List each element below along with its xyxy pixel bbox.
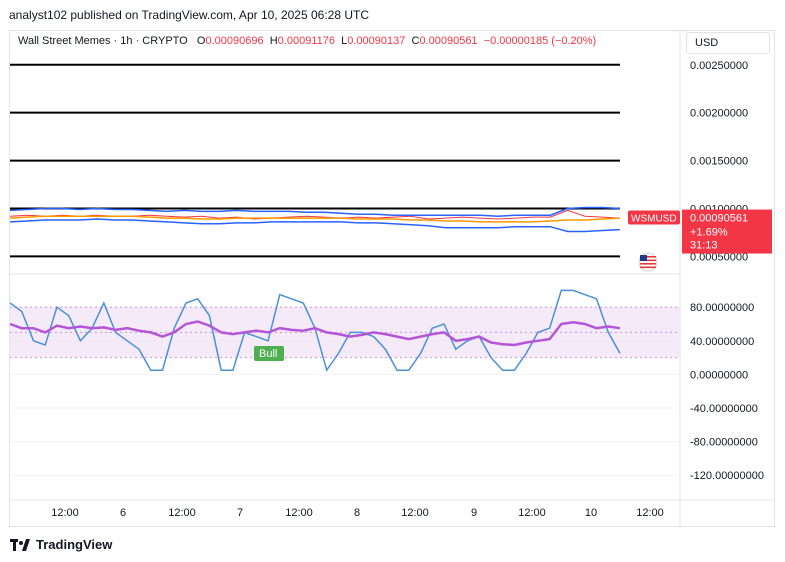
close-value: 0.00090561 [419, 35, 478, 47]
price-tick-label: 0.00250000 [690, 60, 748, 72]
symbol-title[interactable]: Wall Street Memes · 1h · CRYPTO [18, 35, 188, 47]
price-series-line [9, 218, 621, 233]
oscillator-tick-label: -120.00000000 [690, 470, 764, 482]
time-tick-label: 12:00 [51, 507, 79, 519]
time-tick-label: 6 [120, 507, 126, 519]
change-value: −0.00000185 (−0.20%) [483, 35, 597, 47]
tradingview-brand: TradingView [36, 537, 113, 552]
price-badge-countdown: 31:13 [690, 240, 718, 252]
symbol-badge-text: WSMUSD [631, 214, 677, 225]
footer-logo[interactable]: TradingView [10, 537, 112, 552]
close-label: C [411, 35, 420, 47]
price-badge-value: 0.00090561 [690, 213, 748, 225]
price-tick-label: 0.00150000 [690, 156, 748, 168]
publisher-header: analyst102 published on TradingView.com,… [9, 8, 370, 22]
symbol-badge [628, 210, 680, 225]
high-value: 0.00091176 [277, 35, 335, 47]
time-tick-label: 8 [354, 507, 360, 519]
currency-button[interactable]: USD [686, 32, 770, 54]
time-tick-label: 12:00 [518, 507, 546, 519]
tradingview-logo-icon [10, 538, 30, 551]
time-tick-label: 9 [471, 507, 477, 519]
time-tick-label: 10 [585, 507, 597, 519]
ohlc-legend: Wall Street Memes · 1h · CRYPTO O0.00090… [18, 35, 596, 47]
us-flag-icon [638, 252, 658, 272]
oscillator-tick-label: -40.00000000 [690, 403, 758, 415]
price-tick-label: 0.00200000 [690, 108, 748, 120]
low-label: L [341, 35, 348, 47]
low-value: 0.00090137 [347, 35, 406, 47]
open-value: 0.00090696 [205, 35, 264, 47]
price-series-line [9, 215, 621, 223]
bull-signal-badge [254, 346, 284, 361]
price-tick-label: 0.00050000 [690, 251, 748, 263]
price-badge [682, 209, 772, 254]
chart-frame[interactable] [9, 30, 775, 527]
oscillator-series-line [9, 320, 621, 347]
price-series-line [9, 206, 621, 217]
time-tick-label: 12:00 [636, 507, 664, 519]
oscillator-tick-label: 80.00000000 [690, 302, 754, 314]
time-tick-label: 12:00 [401, 507, 429, 519]
oscillator-tick-label: 40.00000000 [690, 336, 754, 348]
time-tick-label: 12:00 [285, 507, 313, 519]
high-label: H [269, 35, 278, 47]
bull-signal-label: Bull [259, 348, 277, 360]
open-label: O [196, 35, 206, 47]
time-tick-label: 7 [237, 507, 243, 519]
price-badge-change: +1.69% [690, 227, 728, 239]
oscillator-tick-label: -80.00000000 [690, 437, 758, 449]
oscillator-tick-label: 0.00000000 [690, 369, 748, 381]
time-tick-label: 12:00 [168, 507, 196, 519]
